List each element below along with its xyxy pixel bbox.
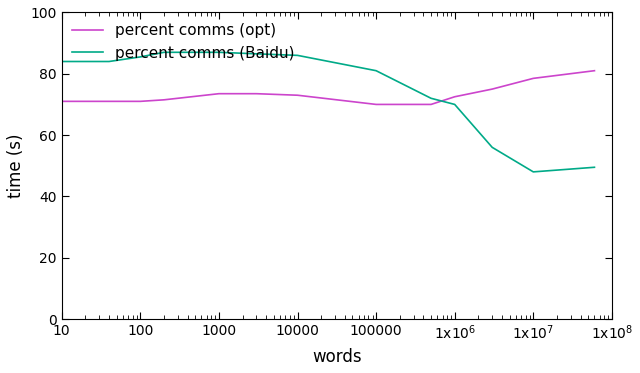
percent comms (opt) <box>215 91 223 96</box>
percent comms (opt) <box>428 102 435 107</box>
percent comms (Baidu) <box>105 59 113 64</box>
X-axis label: words: words <box>312 348 362 366</box>
Y-axis label: time (s): time (s) <box>7 134 25 198</box>
percent comms (opt) <box>136 99 144 104</box>
percent comms (opt) <box>372 102 380 107</box>
percent comms (Baidu) <box>372 69 380 73</box>
percent comms (opt) <box>253 91 260 96</box>
percent comms (Baidu) <box>58 59 65 64</box>
percent comms (Baidu) <box>488 145 496 150</box>
percent comms (Baidu) <box>529 170 537 174</box>
percent comms (Baidu) <box>451 102 458 107</box>
percent comms (Baidu) <box>294 53 301 57</box>
Legend: percent comms (opt), percent comms (Baidu): percent comms (opt), percent comms (Baid… <box>67 17 301 67</box>
percent comms (Baidu) <box>215 50 223 54</box>
percent comms (Baidu) <box>253 51 260 56</box>
percent comms (Baidu) <box>160 50 168 54</box>
Line: percent comms (opt): percent comms (opt) <box>61 71 595 104</box>
percent comms (opt) <box>591 69 598 73</box>
Line: percent comms (Baidu): percent comms (Baidu) <box>61 52 595 172</box>
percent comms (opt) <box>58 99 65 104</box>
percent comms (opt) <box>160 98 168 102</box>
percent comms (opt) <box>294 93 301 97</box>
percent comms (Baidu) <box>136 55 144 59</box>
percent comms (opt) <box>105 99 113 104</box>
percent comms (opt) <box>451 94 458 99</box>
percent comms (opt) <box>488 87 496 91</box>
percent comms (opt) <box>529 76 537 81</box>
percent comms (Baidu) <box>591 165 598 169</box>
percent comms (Baidu) <box>428 96 435 101</box>
